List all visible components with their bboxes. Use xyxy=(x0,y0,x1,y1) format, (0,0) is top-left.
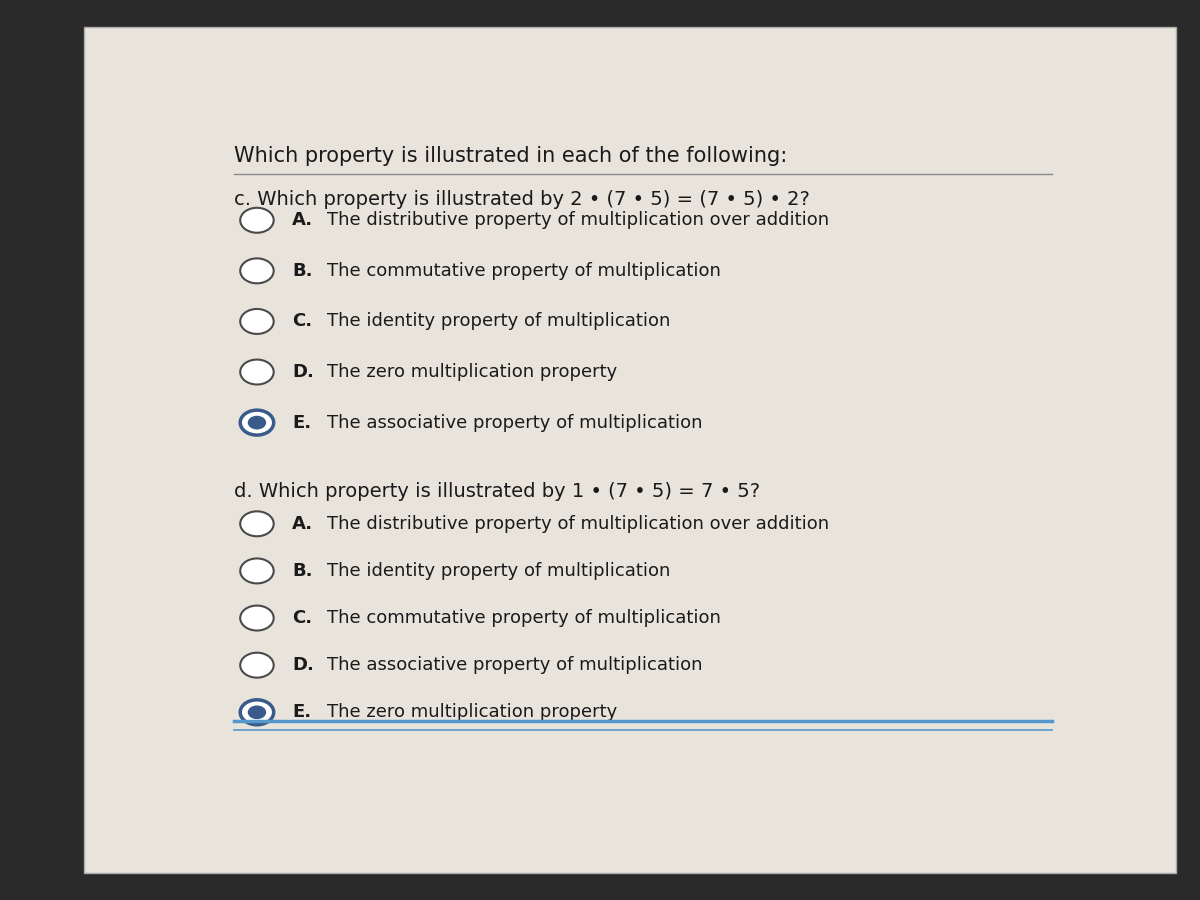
Circle shape xyxy=(240,360,274,384)
Circle shape xyxy=(240,558,274,583)
Text: The distributive property of multiplication over addition: The distributive property of multiplicat… xyxy=(326,515,829,533)
Text: C.: C. xyxy=(293,609,312,627)
Circle shape xyxy=(240,309,274,334)
Text: D.: D. xyxy=(293,656,314,674)
Text: The zero multiplication property: The zero multiplication property xyxy=(326,363,617,381)
Text: The distributive property of multiplication over addition: The distributive property of multiplicat… xyxy=(326,212,829,230)
Text: The zero multiplication property: The zero multiplication property xyxy=(326,703,617,721)
Text: The identity property of multiplication: The identity property of multiplication xyxy=(326,312,670,330)
Text: c. Which property is illustrated by 2 • (7 • 5) = (7 • 5) • 2?: c. Which property is illustrated by 2 • … xyxy=(234,190,810,209)
Text: Which property is illustrated in each of the following:: Which property is illustrated in each of… xyxy=(234,146,787,166)
Circle shape xyxy=(240,258,274,284)
Circle shape xyxy=(247,706,266,719)
Text: C.: C. xyxy=(293,312,312,330)
Circle shape xyxy=(240,700,274,725)
Text: d. Which property is illustrated by 1 • (7 • 5) = 7 • 5?: d. Which property is illustrated by 1 • … xyxy=(234,482,760,501)
Circle shape xyxy=(247,416,266,429)
FancyBboxPatch shape xyxy=(84,27,1176,873)
Text: B.: B. xyxy=(293,262,313,280)
Circle shape xyxy=(240,606,274,631)
Circle shape xyxy=(240,410,274,435)
Text: E.: E. xyxy=(293,414,312,432)
Text: A.: A. xyxy=(293,515,313,533)
Text: The identity property of multiplication: The identity property of multiplication xyxy=(326,562,670,580)
Circle shape xyxy=(240,652,274,678)
Text: B.: B. xyxy=(293,562,313,580)
Text: The associative property of multiplication: The associative property of multiplicati… xyxy=(326,414,702,432)
Text: D.: D. xyxy=(293,363,314,381)
Text: The commutative property of multiplication: The commutative property of multiplicati… xyxy=(326,262,720,280)
Text: The associative property of multiplication: The associative property of multiplicati… xyxy=(326,656,702,674)
Circle shape xyxy=(240,208,274,233)
Text: E.: E. xyxy=(293,703,312,721)
Circle shape xyxy=(240,511,274,536)
Text: A.: A. xyxy=(293,212,313,230)
Text: The commutative property of multiplication: The commutative property of multiplicati… xyxy=(326,609,720,627)
